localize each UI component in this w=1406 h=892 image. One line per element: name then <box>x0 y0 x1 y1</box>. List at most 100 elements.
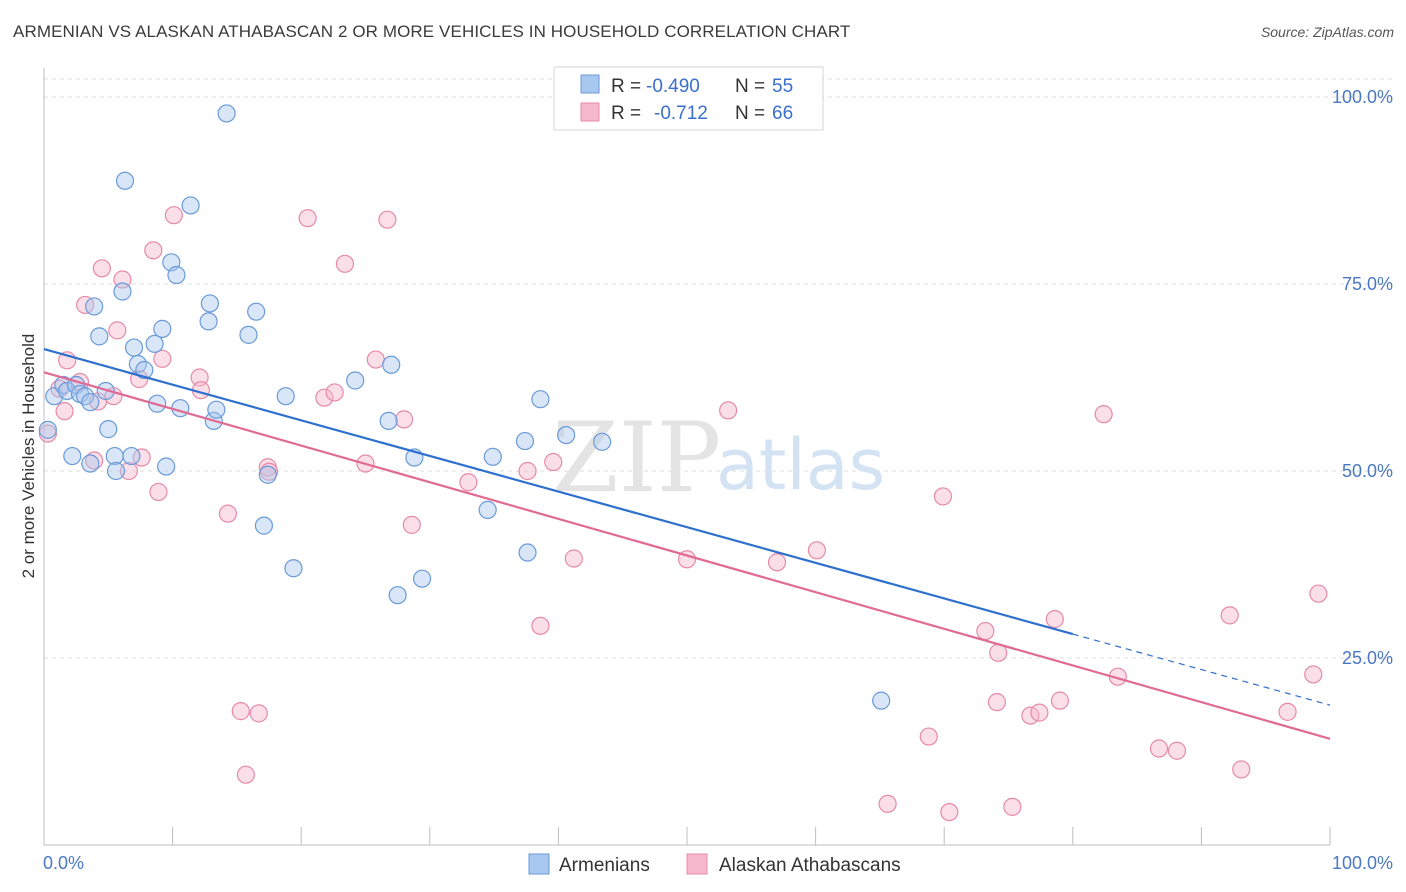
armenians-point <box>153 319 172 338</box>
alaskan-athabascans-point <box>366 350 385 369</box>
armenians-point <box>115 171 135 190</box>
y-tick-label: 25.0% <box>1342 648 1393 668</box>
armenians-point <box>478 500 497 519</box>
stat-n-label-alaskan: N = <box>735 103 765 124</box>
alaskan-athabascans-point <box>76 295 95 315</box>
stat-r-label-armenians: R = <box>611 76 641 97</box>
armenians-point <box>106 461 126 481</box>
alaskan-athabascans-point <box>92 259 111 278</box>
y-tick-label: 75.0% <box>1342 274 1393 294</box>
armenians-point <box>531 390 550 409</box>
armenians-point <box>122 446 141 466</box>
alaskan-athabascans-point <box>1050 691 1070 710</box>
armenians-point <box>515 431 535 451</box>
chart-source: Source: ZipAtlas.com <box>1260 24 1394 40</box>
alaskan-athabascans-point <box>236 765 256 784</box>
alaskan-athabascans-point <box>1278 702 1297 721</box>
armenians-point <box>105 446 124 466</box>
alaskan-athabascans-point <box>531 616 550 635</box>
armenians-point <box>90 327 109 346</box>
alaskan-athabascans-point <box>564 549 583 568</box>
armenians-point <box>382 355 401 374</box>
alaskan-athabascans-point <box>402 515 421 534</box>
axes <box>43 68 1331 846</box>
x-tick-label-min: 0.0% <box>43 853 84 873</box>
armenians-point <box>247 302 266 321</box>
armenians-point <box>63 446 82 466</box>
chart-title: ARMENIAN VS ALASKAN ATHABASCAN 2 OR MORE… <box>13 22 851 41</box>
alaskan-athabascans-point <box>1094 405 1113 424</box>
armenians-point <box>346 371 365 390</box>
stat-swatch-armenians <box>580 74 600 94</box>
trend-lines <box>43 348 1331 740</box>
armenians-point <box>379 411 398 430</box>
y-tick-label: 100.0% <box>1332 87 1393 107</box>
alaskan-athabascans-point <box>459 473 478 492</box>
stat-n-value-alaskan: 66 <box>772 103 793 124</box>
armenians-point <box>483 447 502 466</box>
armenians-point <box>85 297 104 316</box>
armenians-points <box>38 104 891 710</box>
armenians-point <box>207 400 226 419</box>
alaskan-athabascans-point <box>987 693 1007 712</box>
armenians-point <box>76 387 95 406</box>
watermark-zip: ZIP <box>552 402 721 514</box>
alaskan-athabascans-point <box>108 321 127 340</box>
armenians-point <box>113 282 132 301</box>
armenians-point <box>258 465 277 484</box>
legend: Armenians Alaskan Athabascans <box>528 853 901 876</box>
armenians-point <box>135 360 154 380</box>
armenians-point <box>157 457 176 476</box>
alaskan-athabascans-point <box>878 794 897 813</box>
y-tick-labels: 25.0% 50.0% 75.0% 100.0% <box>1332 87 1393 668</box>
alaskan-athabascans-points <box>38 206 1328 822</box>
alaskan-athabascans-point <box>518 461 537 481</box>
gridlines <box>44 78 1394 659</box>
alaskan-athabascans-point <box>164 206 183 225</box>
armenians-point <box>81 393 100 412</box>
alaskan-athabascans-point <box>1304 665 1323 684</box>
alaskan-athabascans-point <box>249 704 268 723</box>
alaskan-athabascans-point <box>1167 741 1187 760</box>
alaskan-athabascans-point <box>719 401 738 420</box>
armenians-point <box>276 387 295 406</box>
armenians-point <box>254 516 274 535</box>
legend-swatch-armenians <box>528 853 550 875</box>
legend-label-armenians: Armenians <box>559 855 650 876</box>
armenians-point <box>284 559 303 578</box>
y-tick-label: 50.0% <box>1342 461 1393 481</box>
armenians-point <box>239 325 258 344</box>
alaskan-athabascans-point <box>767 553 787 572</box>
armenians-trend-line <box>43 348 1074 636</box>
alaskan-athabascans-point <box>919 727 938 746</box>
armenians-point <box>145 334 164 353</box>
armenians-point <box>171 399 190 418</box>
armenians-point <box>38 420 57 439</box>
stat-r-value-alaskan: -0.712 <box>654 103 708 124</box>
watermark: ZIP atlas <box>552 402 885 514</box>
watermark-atlas: atlas <box>716 424 885 506</box>
alaskan-athabascans-point <box>1232 760 1251 779</box>
armenians-point <box>593 432 612 451</box>
alaskan-athabascans-point <box>1149 739 1169 758</box>
alaskan-athabascans-point <box>1220 606 1239 625</box>
alaskan-athabascans-point <box>259 462 279 481</box>
armenians-point <box>872 691 891 710</box>
alaskan-athabascans-point <box>119 461 138 481</box>
stats-box: R = -0.490 N = 55 R = -0.712 N = 66 <box>553 66 824 131</box>
alaskan-athabascans-point <box>1045 610 1064 629</box>
alaskan-athabascans-point <box>149 482 168 502</box>
y-axis-title: 2 or more Vehicles in Household <box>19 334 38 579</box>
alaskan-athabascans-point <box>544 452 563 472</box>
alaskan-athabascans-point <box>378 210 397 229</box>
alaskan-athabascans-point <box>218 504 237 523</box>
alaskan-athabascans-point <box>144 241 163 260</box>
armenians-point <box>99 420 118 439</box>
armenians-point <box>217 104 236 123</box>
alaskan-athabascans-point <box>315 388 334 407</box>
stat-n-value-armenians: 55 <box>772 76 793 97</box>
stat-swatch-alaskan <box>580 102 600 122</box>
armenians-trend-extension <box>1072 633 1331 706</box>
armenians-point <box>81 454 100 473</box>
alaskan-athabascans-point <box>976 621 995 641</box>
